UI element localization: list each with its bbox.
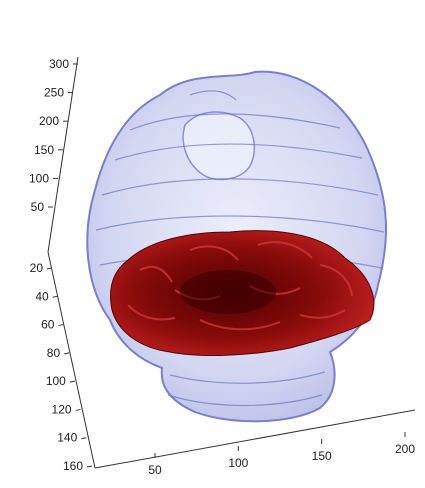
x-tick-label: 50 — [148, 463, 162, 477]
x-axis-line — [94, 409, 416, 469]
x-tick-label: 150 — [312, 449, 332, 463]
z-tick-label: 100 — [29, 171, 49, 185]
inner-surface-folds — [127, 241, 353, 331]
z-tick-label: 150 — [34, 143, 54, 157]
z-tick-label: 300 — [49, 57, 69, 71]
z-tick-label: 200 — [39, 114, 59, 128]
x-tick-label: 100 — [228, 456, 248, 470]
y-tick-mark — [86, 465, 93, 468]
x-tick-label: 200 — [395, 442, 415, 456]
y-tick-label: 100 — [46, 374, 66, 388]
y-tick-label: 120 — [52, 402, 72, 416]
y-tick-label: 80 — [47, 346, 61, 360]
z-axis-ticks: 300 250 200 150 100 50 — [29, 57, 78, 214]
z-axis-line — [47, 56, 79, 253]
axes — [47, 56, 416, 469]
y-tick-mark — [81, 437, 87, 440]
y-tick-mark — [58, 324, 64, 327]
y-tick-mark — [64, 352, 70, 355]
y-tick-label: 160 — [63, 459, 83, 473]
y-tick-label: 140 — [57, 431, 77, 445]
y-tick-mark — [52, 295, 58, 298]
inner-surface — [110, 230, 375, 356]
z-tick-label: 50 — [31, 200, 45, 214]
y-axis-line — [47, 251, 96, 469]
inner-surface-shadow — [180, 270, 276, 314]
y-tick-mark — [69, 380, 75, 383]
y-tick-label: 20 — [30, 261, 44, 275]
y-axis-ticks: 20 40 60 80 100 120 140 160 — [30, 261, 93, 473]
y-tick-label: 60 — [41, 318, 55, 332]
x-axis-ticks: 50 100 150 200 — [148, 432, 415, 477]
y-tick-label: 40 — [35, 289, 49, 303]
z-tick-label: 250 — [44, 86, 64, 100]
outer-surface-dome — [182, 111, 256, 181]
y-tick-mark — [75, 408, 81, 411]
y-tick-mark — [46, 267, 53, 270]
